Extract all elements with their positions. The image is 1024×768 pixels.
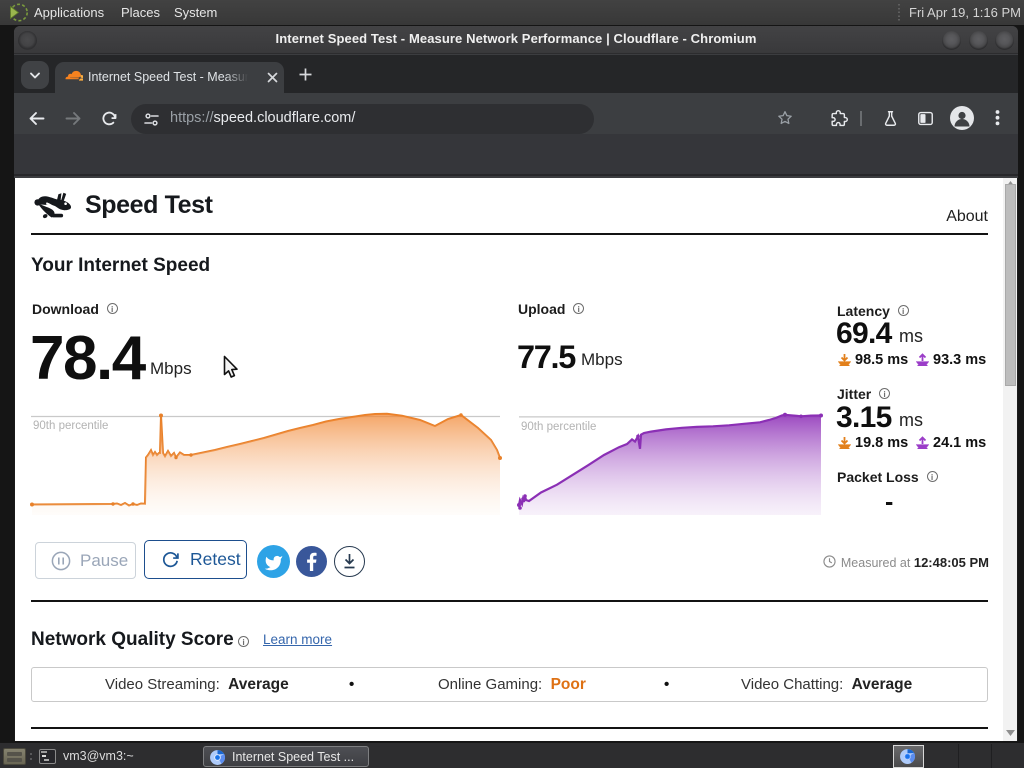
svg-text:90th percentile: 90th percentile <box>33 420 108 432</box>
svg-text:90th percentile: 90th percentile <box>521 421 596 433</box>
